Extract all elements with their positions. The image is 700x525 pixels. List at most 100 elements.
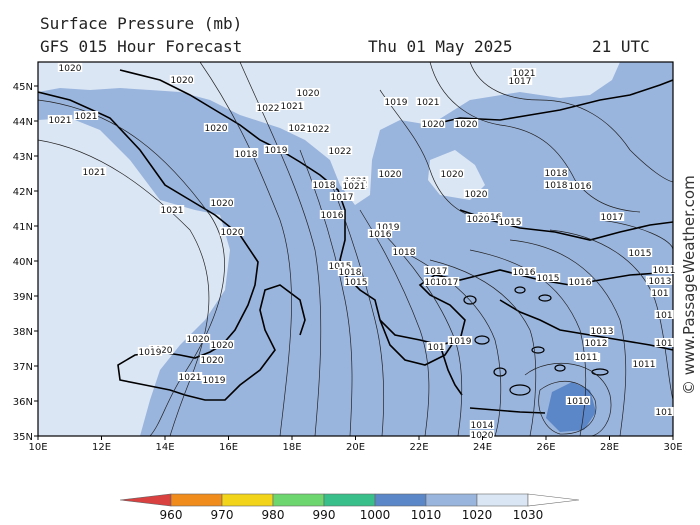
isobar-label-bg — [420, 119, 446, 128]
isobar-label: 1020 — [171, 76, 194, 86]
legend-swatch — [323, 493, 376, 507]
isobar-label: 1012 — [585, 339, 608, 349]
isobar-label: 1021 — [49, 116, 72, 126]
isobar-label-bg — [439, 169, 465, 178]
isobar-label-bg — [567, 181, 593, 190]
lon-label: 30E — [663, 442, 682, 453]
isobar-label-bg — [327, 146, 353, 155]
isobar-label-bg — [341, 181, 367, 190]
isobar-label-bg — [543, 180, 569, 189]
isobar-label-bg — [169, 75, 195, 84]
isobar-label-bg — [447, 336, 473, 345]
isobar-label: 1016 — [513, 268, 536, 278]
isobar-label: 101 — [655, 339, 672, 349]
longitude-axis: 10E 12E 14E 16E 18E 20E 22E 24E 26E 28E 30E — [28, 436, 683, 453]
isobar-label: 1022 — [289, 124, 312, 134]
pressure-legend: 960 970 980 990 1000 1010 1020 1030 — [119, 493, 580, 522]
isobar-label: 1018 — [545, 169, 568, 179]
isobar-label: 1019 — [265, 146, 288, 156]
legend-tick-label: 1000 — [360, 508, 391, 522]
isobar-label-bg — [233, 149, 259, 158]
isobar-label: 1017 — [436, 278, 459, 288]
isobar-label-bg — [535, 273, 561, 282]
isobar-label-bg — [654, 310, 674, 319]
isobar-label-bg — [375, 222, 401, 231]
legend-tick-label: 1020 — [462, 508, 493, 522]
isobar-label: 1021 — [343, 182, 366, 192]
isobar-label: 1011 — [653, 266, 676, 276]
isobar-label: 101 — [651, 289, 668, 299]
isobar-label: 1015 — [629, 249, 652, 259]
lon-label: 26E — [536, 442, 555, 453]
isobar-label-bg — [209, 198, 235, 207]
pressure-band-1020-west — [38, 118, 230, 436]
isobar-label: 1018 — [313, 181, 336, 191]
isobar-label: 1020 — [379, 170, 402, 180]
isobar-label-bg — [255, 103, 281, 112]
isobar-label: 1018 — [393, 248, 416, 258]
lon-label: 10E — [28, 442, 47, 453]
isobar-label-bg — [631, 359, 657, 368]
lat-label: 36N — [13, 397, 33, 408]
isobar-label-bg — [565, 396, 591, 405]
isobar-label: 1020 — [221, 228, 244, 238]
isobar-label-bg — [219, 227, 245, 236]
lon-label: 16E — [219, 442, 238, 453]
isobar-label: 1020 — [211, 199, 234, 209]
lon-label: 20E — [346, 442, 365, 453]
lon-label: 12E — [92, 442, 111, 453]
isobar-label: 1016 — [569, 278, 592, 288]
legend-tick-label: 980 — [262, 508, 285, 522]
lon-label: 28E — [600, 442, 619, 453]
isobar-label: 1019 — [377, 223, 400, 233]
isobar-label: 1013 — [649, 277, 672, 287]
isobar-label-bg — [337, 267, 363, 276]
isobar-label: 1021 — [417, 98, 440, 108]
isobar-label-bg — [159, 205, 185, 214]
credit-text: © www.PassageWeather.com — [680, 175, 698, 395]
isobar-label-bg — [469, 420, 495, 429]
isobar-label-bg — [137, 347, 163, 356]
lat-label: 38N — [13, 327, 33, 338]
isobar-label-bg — [469, 430, 495, 439]
isobar-label-bg — [426, 342, 446, 351]
isobar-label-bg — [627, 248, 653, 257]
lat-label: 44N — [13, 117, 33, 128]
legend-swatch — [374, 493, 427, 507]
isobar-label: 1022 — [257, 104, 280, 114]
forecast-subtitle: GFS 015 Hour Forecast — [40, 37, 243, 56]
isobar-label: 1022 — [307, 125, 330, 135]
isobar-label-bg — [327, 261, 353, 270]
isobar-label-bg — [647, 276, 673, 285]
isobar-label: 101 — [655, 311, 672, 321]
lat-label: 42N — [13, 187, 33, 198]
lat-label: 37N — [13, 362, 33, 373]
isobar-label-bg — [177, 372, 203, 381]
isobar-label: 1021 — [513, 69, 536, 79]
isobar-label: 1022 — [329, 147, 352, 157]
isobar-label: 1020 — [211, 341, 234, 351]
isobar-label-bg — [511, 68, 537, 77]
isobar-label: 1020 — [455, 120, 478, 130]
legend-swatch — [527, 493, 580, 507]
isobar-label-bg — [81, 167, 107, 176]
lat-label: 35N — [13, 432, 33, 443]
isobar-label: 101 — [427, 343, 444, 353]
isobar-label-bg — [650, 288, 670, 297]
isobar-label: 1020 — [422, 120, 445, 130]
isobar-label-bg — [651, 265, 677, 274]
isobar-label-bg — [654, 338, 674, 347]
isobar-label: 1020 — [187, 335, 210, 345]
lat-label: 43N — [13, 152, 33, 163]
isobar-label-bg — [453, 119, 479, 128]
isobar-label: 1020 — [465, 190, 488, 200]
isobar-label-bg — [599, 212, 625, 221]
lat-label: 41N — [13, 222, 33, 233]
isobar-label-bg — [423, 266, 449, 275]
isobar-label: 1016 — [321, 211, 344, 221]
lat-label: 45N — [13, 82, 33, 93]
isobar-label: 1015 — [537, 274, 560, 284]
map-title: Surface Pressure (mb) — [40, 14, 243, 33]
isobar-label-bg — [377, 169, 403, 178]
